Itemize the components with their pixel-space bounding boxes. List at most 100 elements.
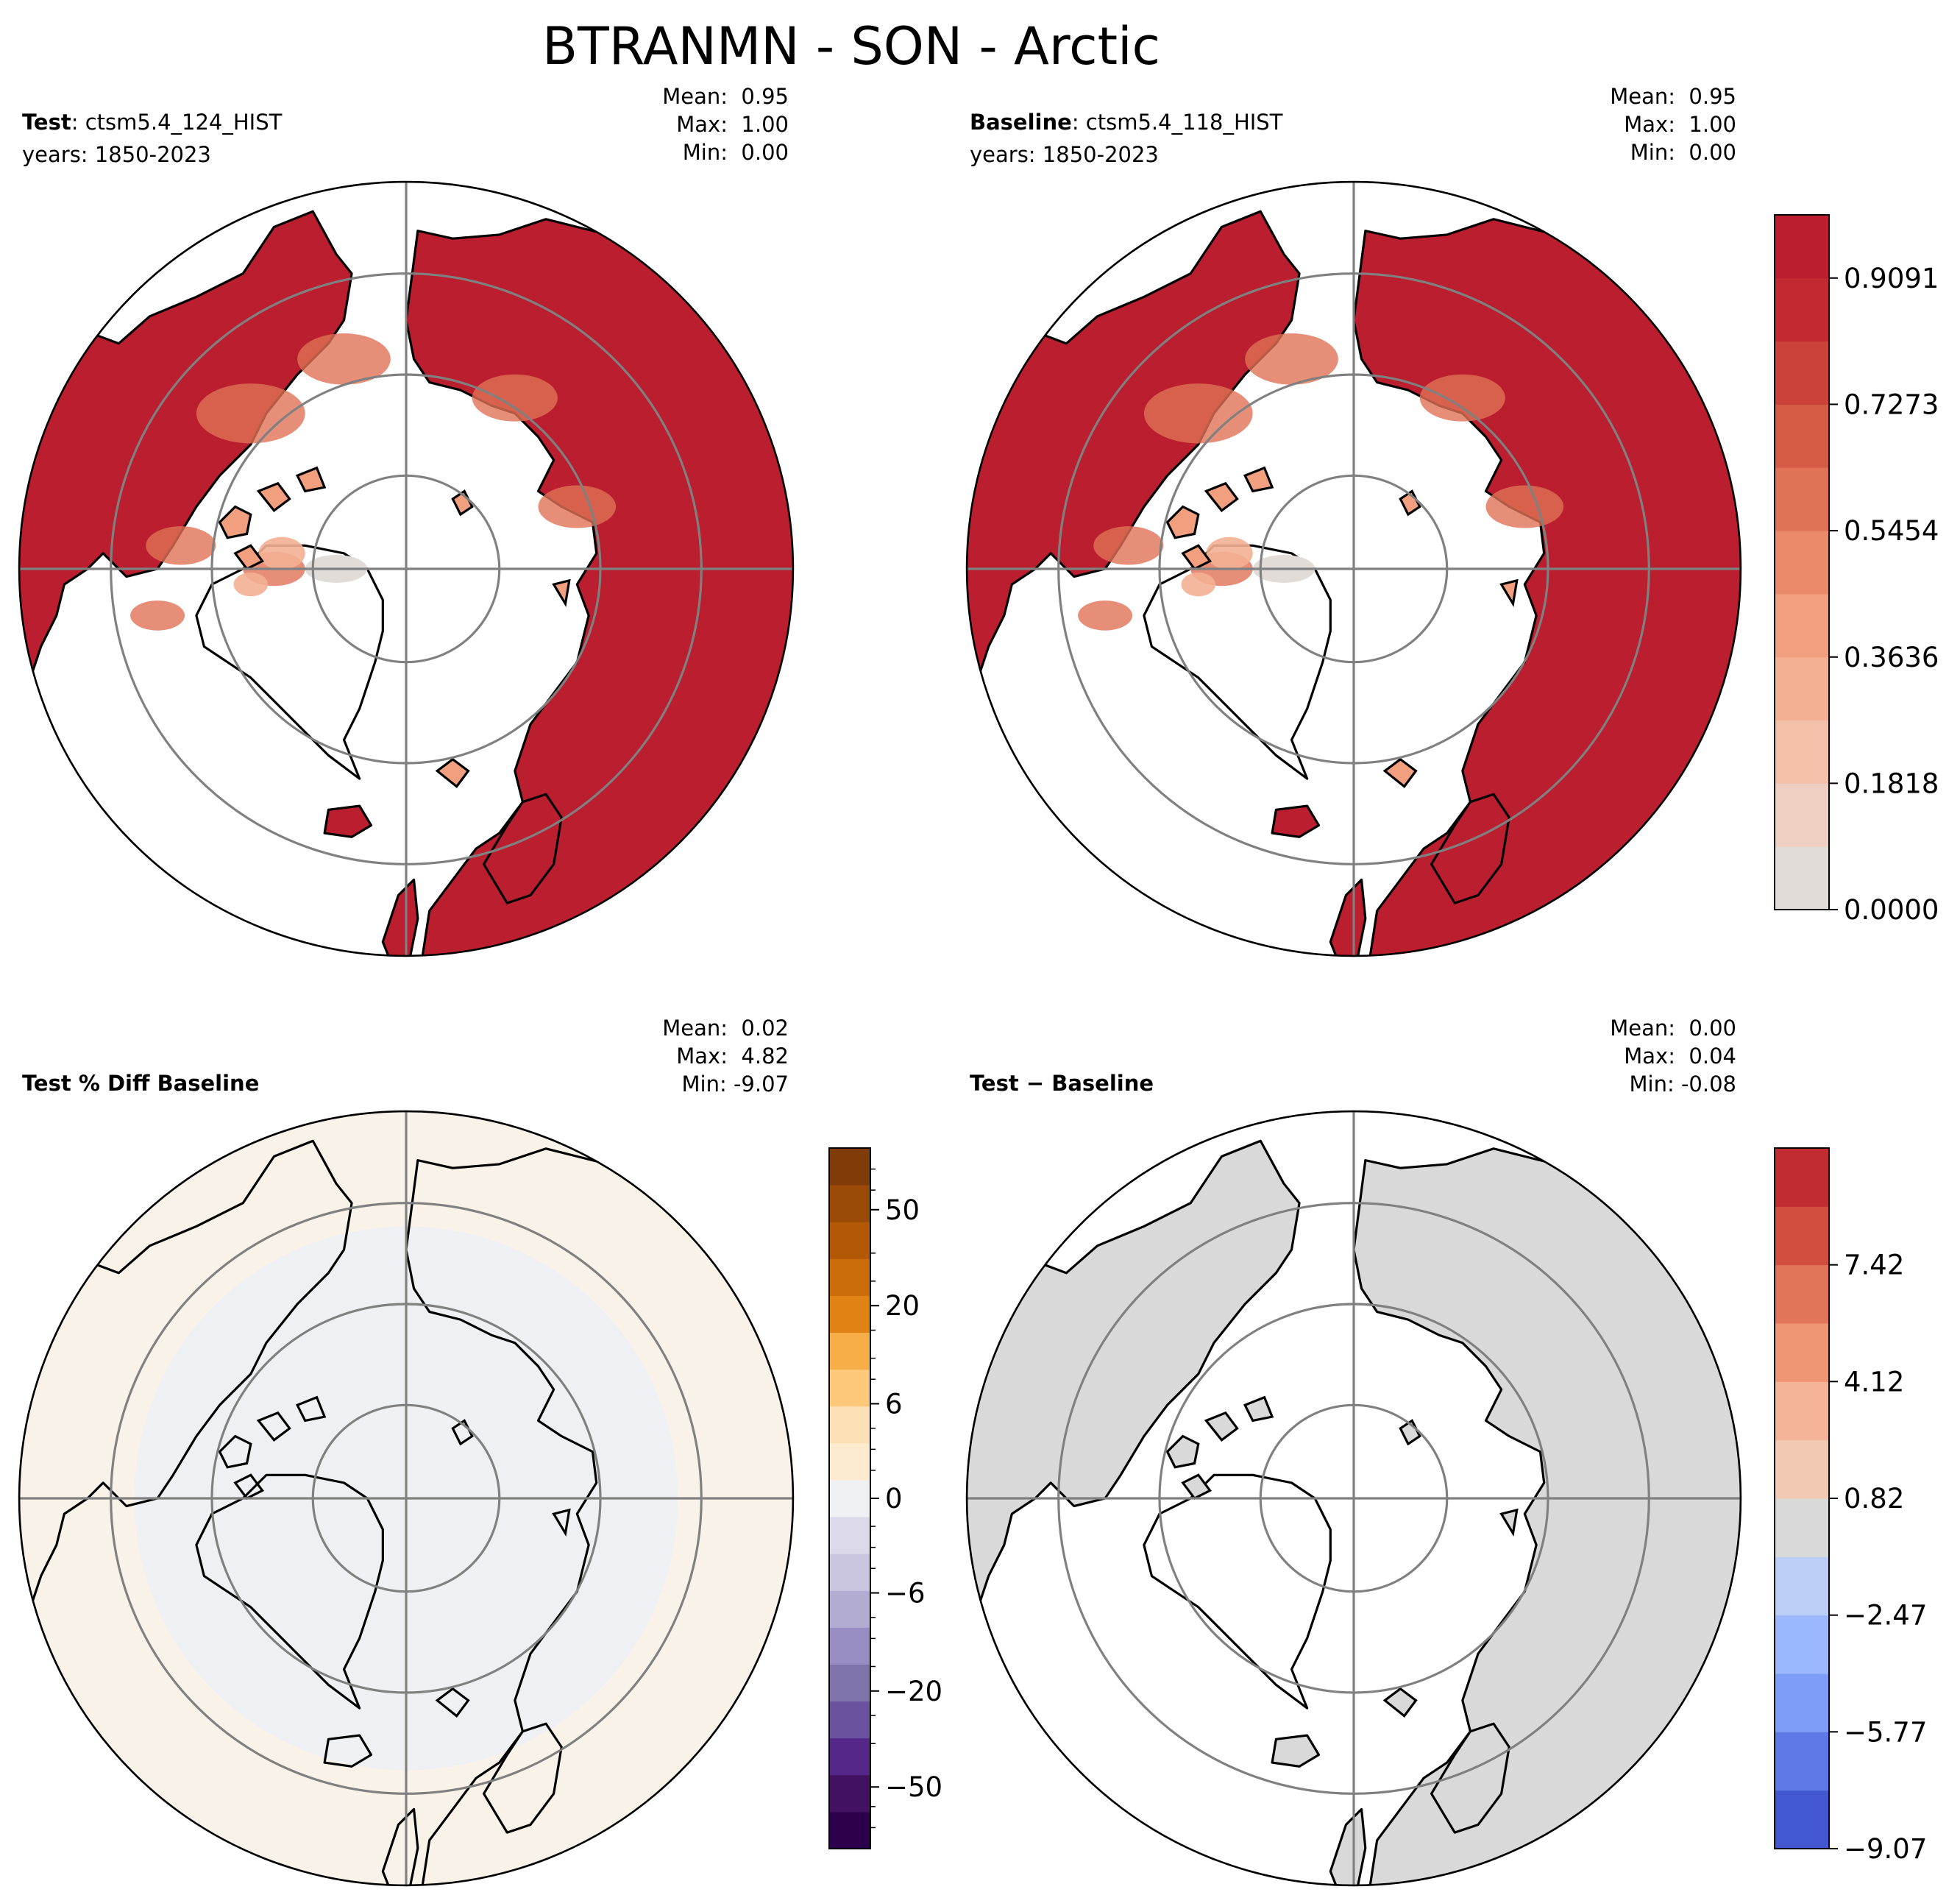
colorbar-tick-label: 0.1818 [1844,768,1939,799]
coastline-landmass [1329,1807,1367,1885]
field-gradient-patch [130,601,185,631]
colorbar-segment [1775,1323,1829,1382]
coastline-island [435,1687,470,1718]
panel-test-label-bold: Test [22,110,71,135]
colorbar-segment [1775,1206,1829,1266]
coastline-island [218,505,252,539]
panel-diff-mean: Mean: 0.00 [1610,1016,1736,1041]
panel-test-years: years: 1850-2023 [22,142,211,167]
colorbar-segment [1775,1148,1829,1207]
coastline-landmass [1430,793,1510,904]
coastline-island [1499,1508,1519,1537]
map-boundary [18,1110,795,1887]
colorbar-segment [1775,404,1829,468]
colorbar-segment [1775,341,1829,405]
colorbar-segment [829,1517,870,1554]
panel-pctdiff-min: Min: -9.07 [681,1072,789,1097]
panel-baseline-max: Max: 1.00 [1624,112,1736,137]
coastline-landmass [323,804,373,838]
colorbar-segment [829,1222,870,1259]
panel-baseline-mean: Mean: 0.95 [1610,84,1736,109]
coastline-island [1382,757,1418,788]
colorbar-segment [1775,720,1829,784]
coastline-island [295,1395,327,1423]
panel-baseline-label-case: : ctsm5.4_118_HIST [1071,110,1283,135]
coastline-island [256,481,291,512]
colorbar-segment [1775,1439,1829,1499]
field-gradient-patch [1143,383,1253,444]
field-gradient-patch [1245,333,1338,385]
colorbar-frame [1774,214,1830,910]
colorbar-segment [829,1148,870,1186]
coastline-island [218,1434,252,1469]
colorbar-tick-label: 6 [885,1388,903,1420]
panel-test-stats: Mean: 0.95 Max: 1.00 Min: 0.00 [515,82,789,166]
colorbar-tick-label: 7.42 [1844,1250,1904,1281]
field-gradient-patch [1078,601,1133,631]
colorbar-segment [829,1295,870,1333]
panel-pctdiff-mean: Mean: 0.02 [662,1016,789,1041]
colorbar-tick-label: 4.12 [1844,1366,1904,1398]
panel-baseline-stats: Mean: 0.95 Max: 1.00 Min: 0.00 [1463,82,1736,166]
panel-baseline-min: Min: 0.00 [1630,140,1736,165]
colorbar-tick-label: 0.9091 [1844,263,1939,294]
colorbar-top: 0.0000 0.1818 0.3636 0.5454 0.7273 0.9091 [1774,214,1939,926]
map-disk [967,182,1741,956]
colorbar-segment [1775,846,1829,910]
map-pct-diff [18,1110,795,1887]
colorbar-tick-label: 0 [885,1483,903,1515]
coastline-island [435,757,470,788]
map-diff [965,1110,1742,1887]
panel-test-max: Max: 1.00 [676,112,789,137]
field-gradient-patch [297,333,391,385]
coastline-island [233,1473,265,1501]
colorbar-segment [1775,1615,1829,1674]
colorbar-segment [1775,1790,1829,1849]
coastline-island [233,544,265,571]
colorbar-tick-label: 0.3636 [1844,642,1939,673]
coastline-island [552,1508,571,1537]
map-boundary [965,180,1742,957]
map-boundary [965,1110,1742,1887]
colorbar-tick-label: −5.77 [1844,1716,1927,1748]
colorbar-segment [1775,1556,1829,1616]
coastline-island [1165,1434,1200,1469]
colorbar-segment [1775,531,1829,595]
coastline-landmass [381,878,419,956]
coastline-island [295,466,327,493]
colorbar-tick-label: 0.0000 [1844,894,1939,926]
coastline-landmass [1430,1722,1510,1834]
field-gradient-patch [538,485,617,528]
colorbar-pct-diff: −50 −20 −6 0 6 20 50 [828,1147,942,1849]
colorbar-segment [829,1664,870,1702]
panel-pctdiff-stats: Mean: 0.02 Max: 4.82 Min: -9.07 [515,1014,789,1098]
coastline-island [1181,1473,1212,1501]
map-boundary [18,180,795,957]
colorbar-segment [1775,467,1829,531]
field-gradient-patch [1181,572,1216,597]
panel-pctdiff-max: Max: 4.82 [676,1044,789,1069]
panel-diff-label-rest: − Baseline [1018,1071,1154,1096]
colorbar-tick-label: 0.5454 [1844,515,1939,547]
coastline-landmass [1271,804,1321,838]
coastline-landmass [323,1734,373,1768]
colorbar-tick-label: −50 [885,1771,942,1803]
colorbar-segment [829,1442,870,1481]
colorbar-segment [829,1258,870,1296]
map-disk [967,1111,1741,1885]
panel-diff-max: Max: 0.04 [1624,1044,1736,1069]
colorbar-segment [829,1369,870,1407]
coastline-island [1181,544,1212,571]
colorbar-tick-label: −20 [885,1676,942,1707]
colorbar-segment [1775,1264,1829,1324]
coastline-island [1243,466,1274,493]
colorbar-segment [829,1774,870,1813]
coastline-island [1204,1411,1239,1442]
colorbar-tick-label: −9.07 [1844,1833,1927,1865]
colorbar-segment [829,1554,870,1591]
colorbar-segment [829,1590,870,1628]
coastline-landmass [1271,1734,1321,1768]
field-gradient-patch [1485,485,1564,528]
panel-test-label-case: : ctsm5.4_124_HIST [71,110,283,135]
colorbar-segment [1775,215,1829,279]
